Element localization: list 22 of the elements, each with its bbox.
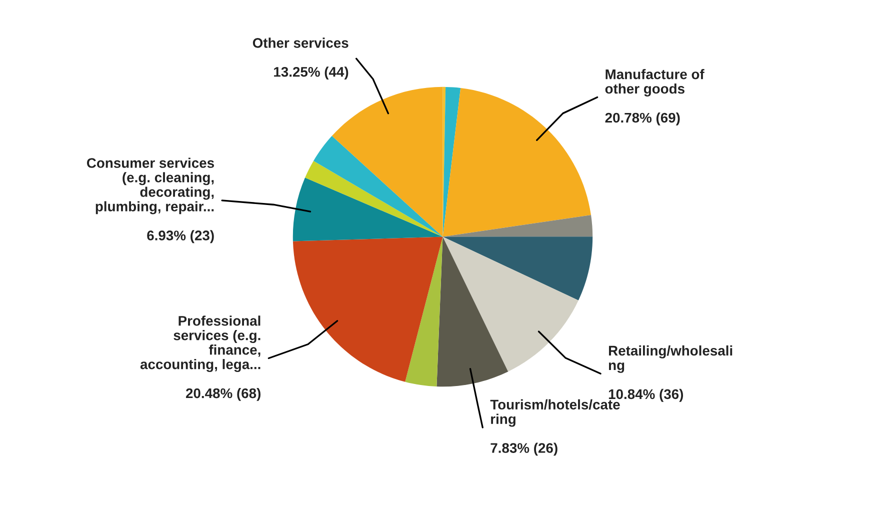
slice-label: Professional services (e.g. finance, accounting, lega... <box>140 316 260 372</box>
pie-slice <box>442 236 578 372</box>
pie-slice <box>292 178 443 242</box>
pie-slice <box>442 236 593 300</box>
pie-slice <box>314 136 443 237</box>
pie-slice <box>292 236 443 382</box>
data-label: 20.78% (69) <box>605 112 680 126</box>
pie-slice <box>436 236 508 387</box>
data-label: 7.83% (26) <box>490 442 558 456</box>
pie-slice <box>442 86 461 237</box>
pie-slice <box>442 86 446 237</box>
data-label: 20.48% (68) <box>186 388 260 401</box>
slice-label: Manufacture of other goods <box>605 69 704 96</box>
data-label: 13.25% (44) <box>274 66 348 80</box>
slice-label: Consumer services (e.g. cleaning, decorating, plumbing, repair... <box>86 158 214 214</box>
slice-label: Other services <box>252 38 348 48</box>
pie-slice <box>405 236 443 387</box>
pie-slice <box>305 160 443 237</box>
pie-slice <box>442 214 593 237</box>
slice-label: Tourism/hotels/cate ring <box>490 399 620 427</box>
slice-label: Retailing/wholesali ng <box>608 345 732 373</box>
data-label: 6.93% (23) <box>147 230 214 244</box>
